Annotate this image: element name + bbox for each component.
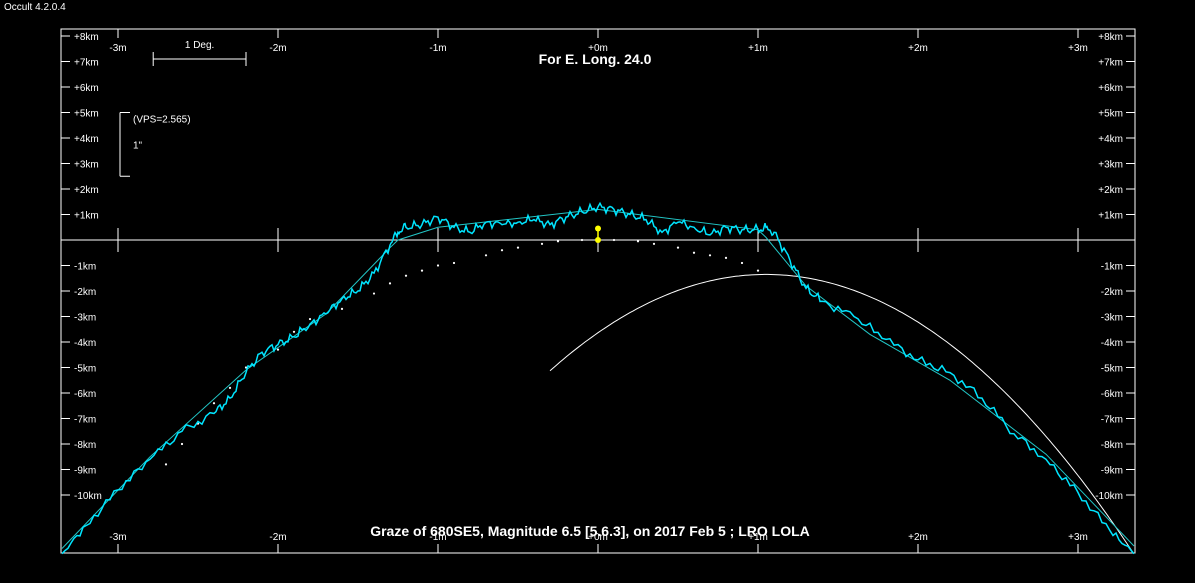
y-tick-label-left: -5km: [74, 364, 96, 375]
x-tick-label-bottom: +0m: [588, 532, 608, 543]
vertical-scale-unit: 1": [133, 141, 143, 152]
limb-dot: [404, 274, 408, 277]
limb-dot: [436, 264, 440, 267]
x-tick-label-top: -2m: [269, 43, 286, 54]
y-tick-label-left: +4km: [74, 134, 99, 145]
y-tick-label-right: +1km: [1098, 211, 1123, 222]
y-tick-label-right: -9km: [1101, 466, 1123, 477]
limb-dot: [652, 242, 656, 245]
y-tick-label-left: -6km: [74, 389, 96, 400]
vps-label: (VPS=2.565): [133, 115, 191, 126]
y-tick-label-right: +7km: [1098, 58, 1123, 69]
mean-limb-line: [61, 208, 1135, 549]
limb-dot: [612, 238, 616, 242]
y-tick-label-left: -7km: [74, 415, 96, 426]
limb-dot: [276, 348, 280, 351]
y-tick-label-left: +8km: [74, 32, 99, 43]
y-tick-label-right: +3km: [1098, 160, 1123, 171]
chart-footer: Graze of 680SE5, Magnitude 6.5 [5.6.3], …: [370, 523, 810, 539]
limb-dot: [724, 256, 728, 259]
limb-dot: [708, 254, 712, 257]
limb-dot: [372, 292, 376, 295]
limb-dot: [212, 402, 216, 405]
x-tick-label-bottom: +2m: [908, 532, 928, 543]
limb-dot: [388, 282, 392, 285]
limb-dot: [420, 269, 424, 272]
y-tick-label-left: -4km: [74, 338, 96, 349]
limb-dot: [244, 366, 248, 369]
chart-title: For E. Long. 24.0: [539, 51, 652, 67]
limb-dot: [484, 254, 488, 257]
y-tick-label-left: +1km: [74, 211, 99, 222]
limb-dot: [340, 307, 344, 310]
y-tick-label-right: -6km: [1101, 389, 1123, 400]
limb-dot: [228, 386, 232, 389]
y-tick-label-right: +5km: [1098, 109, 1123, 120]
limb-dot: [580, 238, 584, 242]
scale-bar-label: 1 Deg.: [185, 40, 214, 51]
limb-dot: [636, 240, 640, 243]
axis-tick-labels: +8km +8km +7km +7km +6km +6km +5km +5km +4km +4km…: [74, 32, 1123, 543]
x-tick-label-bottom: -1m: [429, 532, 446, 543]
limb-dot: [308, 317, 312, 321]
y-tick-label-right: +2km: [1098, 185, 1123, 196]
x-tick-label-top: +1m: [748, 43, 768, 54]
star-marker-upper: [595, 225, 601, 232]
limb-dot: [540, 242, 544, 245]
y-tick-label-right: -2km: [1101, 287, 1123, 298]
plot-frame: [60, 28, 1136, 554]
x-tick-label-bottom: +1m: [748, 532, 768, 543]
star-marker-lower: [595, 237, 601, 243]
limb-dot: [292, 330, 296, 333]
x-tick-label-top: -3m: [109, 43, 126, 54]
scale-elements: 1 Deg. (VPS=2.565) 1": [119, 40, 247, 177]
y-tick-label-left: -10km: [74, 491, 102, 502]
reference-parabola: [549, 273, 1133, 552]
y-tick-label-left: +2km: [74, 185, 99, 196]
y-tick-label-right: -3km: [1101, 313, 1123, 324]
x-tick-label-top: -1m: [429, 43, 446, 54]
y-tick-label-right: +6km: [1098, 83, 1123, 94]
y-tick-label-left: -9km: [74, 466, 96, 477]
limb-dot: [164, 463, 168, 466]
y-tick-label-left: -1km: [74, 262, 96, 273]
y-tick-label-left: +6km: [74, 83, 99, 94]
limb-dot: [500, 249, 504, 252]
series-layer: [61, 201, 1135, 555]
y-tick-label-left: -3km: [74, 313, 96, 324]
x-tick-label-bottom: -2m: [269, 532, 286, 543]
axis-ticks: [61, 29, 1135, 553]
x-tick-label-top: +3m: [1068, 43, 1088, 54]
x-tick-label-bottom: +3m: [1068, 532, 1088, 543]
y-tick-label-right: +8km: [1098, 32, 1123, 43]
limb-dot: [516, 246, 520, 249]
y-tick-label-right: -8km: [1101, 440, 1123, 451]
y-tick-label-right: -4km: [1101, 338, 1123, 349]
y-tick-label-left: +3km: [74, 160, 99, 171]
limb-dot: [740, 261, 744, 265]
limb-dot: [756, 269, 760, 272]
y-tick-label-left: -2km: [74, 287, 96, 298]
y-tick-label-left: +5km: [74, 109, 99, 120]
y-tick-label-left: -8km: [74, 440, 96, 451]
lunar-limb-profile: [61, 201, 1135, 555]
limb-dot: [556, 240, 560, 243]
limb-dot: [692, 251, 696, 254]
y-tick-label-right: -5km: [1101, 364, 1123, 375]
y-tick-label-right: -1km: [1101, 262, 1123, 273]
y-tick-label-left: +7km: [74, 58, 99, 69]
limb-dot: [180, 442, 184, 446]
x-tick-label-top: +2m: [908, 43, 928, 54]
y-tick-label-right: -10km: [1095, 491, 1123, 502]
x-tick-label-top: +0m: [588, 43, 608, 54]
limb-dot: [452, 261, 456, 265]
x-tick-label-bottom: -3m: [109, 532, 126, 543]
app-title: Occult 4.2.0.4: [4, 2, 66, 13]
limb-dot: [676, 246, 680, 249]
y-tick-label-right: +4km: [1098, 134, 1123, 145]
y-tick-label-right: -7km: [1101, 415, 1123, 426]
